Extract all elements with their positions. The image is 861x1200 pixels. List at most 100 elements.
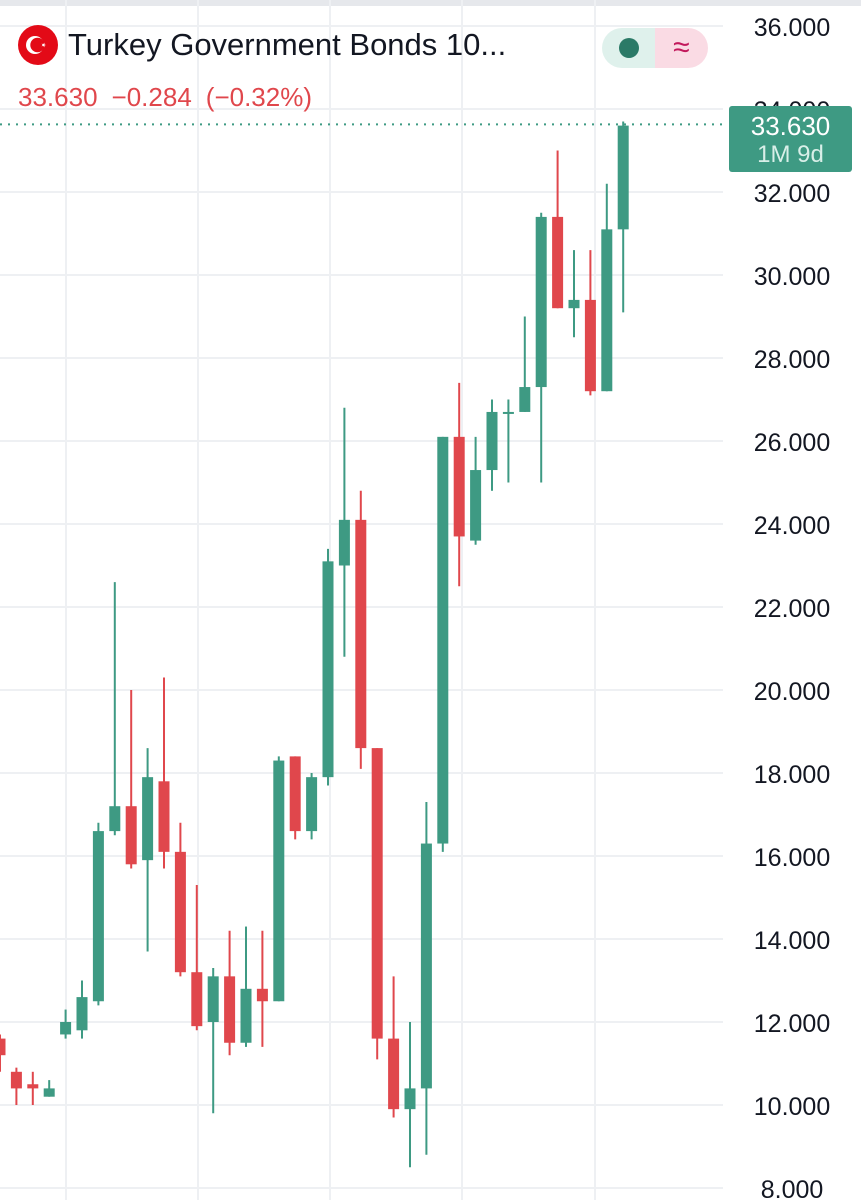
candle: [388, 976, 400, 1118]
y-tick-label: 8.000: [761, 1176, 824, 1200]
candle: [142, 748, 154, 952]
candle-body: [601, 229, 613, 392]
candle: [43, 1080, 55, 1097]
y-tick-label: 16.000: [754, 844, 830, 872]
market-dot-icon: [618, 38, 639, 58]
candle-body: [404, 1088, 416, 1110]
candle-body: [191, 972, 203, 1027]
turkey-flag-icon: [18, 25, 58, 65]
price-change: −0.284: [111, 82, 192, 112]
y-tick-label: 10.000: [754, 1093, 830, 1121]
candle-body: [535, 216, 547, 388]
quote-row: 33.630 −0.284 (−0.32%): [18, 82, 326, 113]
candle: [338, 407, 350, 657]
price-tag-countdown: 1M 9d: [757, 141, 824, 168]
candle-body: [10, 1071, 22, 1089]
candle: [207, 968, 219, 1114]
candle: [92, 822, 104, 1006]
candle-body: [224, 976, 236, 1043]
candle: [453, 382, 465, 587]
candle-body: [0, 1038, 6, 1056]
candle: [256, 930, 268, 1047]
candle-body: [322, 561, 334, 778]
candle-body: [174, 851, 186, 973]
price-change-percent: (−0.32%): [205, 82, 313, 112]
candle-body: [617, 125, 629, 230]
candle-body: [76, 997, 88, 1031]
candle-body: [388, 1038, 400, 1110]
approx-wave-icon[interactable]: ≈: [655, 28, 708, 68]
candle: [273, 756, 285, 1002]
price-axis: 36.00034.00032.00030.00028.00026.00024.0…: [754, 14, 830, 1200]
candle: [76, 980, 88, 1039]
candle: [552, 150, 564, 309]
candle: [568, 250, 580, 338]
candle: [420, 802, 432, 1155]
candle-body: [240, 988, 252, 1043]
candle-body: [552, 216, 564, 309]
candle: [191, 885, 203, 1031]
candle: [125, 690, 137, 869]
candle: [502, 399, 514, 483]
y-tick-label: 14.000: [754, 927, 830, 955]
candle-body: [142, 777, 154, 861]
candle-body: [519, 387, 531, 412]
candle: [224, 930, 236, 1056]
candle: [240, 926, 252, 1047]
candle: [371, 748, 383, 1060]
candle: [27, 1071, 39, 1105]
y-tick-label: 18.000: [754, 761, 830, 789]
y-tick-label: 36.000: [754, 14, 830, 42]
candle-body: [92, 831, 104, 1002]
candle-body: [420, 843, 432, 1089]
candle: [519, 316, 531, 412]
y-tick-label: 28.000: [754, 346, 830, 374]
candle-body: [256, 988, 268, 1002]
candle-body: [289, 756, 301, 832]
candles-group: [0, 121, 629, 1168]
candle-body: [453, 436, 465, 537]
price-tag-value: 33.630: [750, 111, 831, 141]
candle-body: [207, 976, 219, 1022]
candle-body: [568, 299, 580, 309]
candle: [535, 212, 547, 483]
candle: [306, 773, 318, 840]
candle: [404, 1022, 416, 1168]
y-tick-label: 26.000: [754, 429, 830, 457]
candle: [437, 436, 449, 852]
candle-body: [486, 411, 498, 471]
y-tick-label: 30.000: [754, 263, 830, 291]
candle-body: [109, 806, 121, 832]
candle-body: [584, 299, 596, 392]
last-price-tag: 33.630 1M 9d: [729, 106, 852, 172]
candle-body: [43, 1088, 55, 1097]
candle-body: [125, 806, 137, 865]
candle: [158, 677, 170, 869]
candle-body: [502, 411, 514, 414]
candle-body: [437, 436, 449, 844]
candle-body: [371, 748, 383, 1039]
candle: [470, 436, 482, 545]
instrument-title[interactable]: Turkey Government Bonds 10...: [68, 27, 507, 62]
indicator-toggle[interactable]: ≈: [602, 28, 708, 68]
y-tick-label: 12.000: [754, 1010, 830, 1038]
chart-header: Turkey Government Bonds 10...: [18, 22, 506, 68]
candle: [584, 250, 596, 396]
candle: [10, 1067, 22, 1105]
y-tick-label: 32.000: [754, 180, 830, 208]
candle: [617, 121, 629, 313]
y-tick-label: 22.000: [754, 595, 830, 623]
market-dot-button[interactable]: [602, 28, 655, 68]
candle: [174, 822, 186, 977]
candle-body: [60, 1022, 72, 1035]
candle: [486, 399, 498, 491]
candle-body: [355, 519, 367, 749]
candle-body: [470, 470, 482, 541]
candle-body: [273, 760, 285, 1002]
y-tick-label: 24.000: [754, 512, 830, 540]
candle-body: [306, 777, 318, 832]
candle: [322, 548, 334, 786]
candle: [289, 756, 301, 840]
candle: [355, 490, 367, 769]
